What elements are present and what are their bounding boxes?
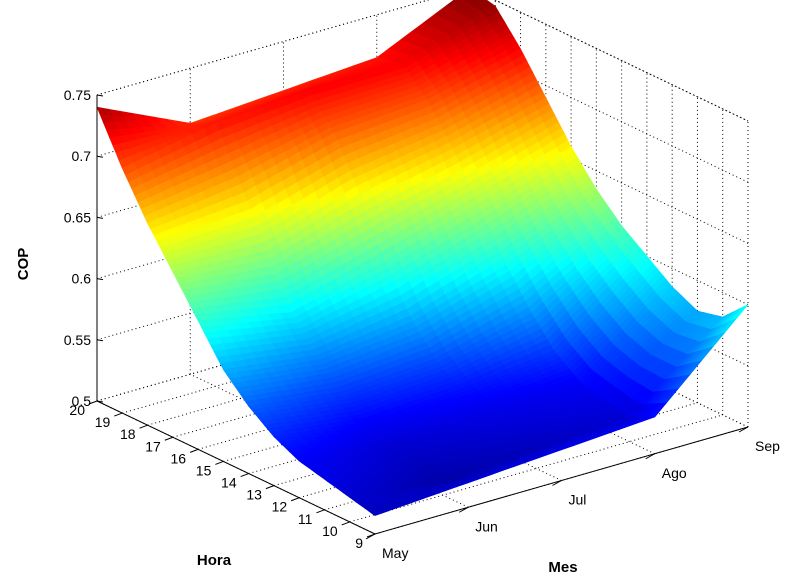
x-tick-label: Ago <box>662 465 687 481</box>
z-tick <box>96 339 104 342</box>
surface-patch <box>96 106 113 117</box>
y-tick-label: 11 <box>298 511 313 527</box>
y-tick <box>189 448 199 453</box>
y-tick <box>215 460 224 465</box>
x-tick <box>738 426 749 433</box>
y-tick <box>341 521 350 526</box>
y-tick <box>114 412 123 417</box>
x-tick-label: Jun <box>475 518 498 534</box>
y-tick <box>88 400 98 405</box>
y-tick-label: 14 <box>221 475 237 491</box>
y-tick <box>316 509 325 514</box>
z-tick-label: 0.65 <box>64 209 91 225</box>
z-tick <box>96 216 104 219</box>
x-tick <box>459 506 469 513</box>
y-tick-label: 17 <box>145 438 161 454</box>
grid-line <box>96 171 471 280</box>
surface <box>96 0 749 516</box>
y-axis <box>96 400 376 535</box>
y-tick <box>139 424 148 429</box>
grid-line <box>96 293 471 402</box>
box-edge <box>96 0 430 96</box>
y-tick-label: 12 <box>272 499 288 515</box>
y-tick-label: 13 <box>246 487 262 503</box>
grid-line <box>172 329 546 438</box>
z-axis-label: COP <box>15 248 32 281</box>
y-tick <box>265 485 275 490</box>
z-tick <box>96 94 104 97</box>
surface-patch <box>371 509 388 516</box>
x-tick <box>645 453 655 460</box>
grid-line <box>197 341 572 450</box>
y-tick <box>164 436 173 441</box>
y-tick-label: 18 <box>120 426 136 442</box>
grid-line <box>493 0 749 122</box>
tick-labels: 0.5 0.55 0.6 0.65 0.7 0.75 9 10 11 12 13 14 15 16 17 18… <box>64 87 780 561</box>
z-tick <box>96 155 104 158</box>
grid-line <box>349 414 723 523</box>
y-tick <box>291 497 300 502</box>
z-tick <box>96 278 104 281</box>
y-tick-label: 20 <box>69 402 85 418</box>
grid-line <box>190 373 469 508</box>
grid-line <box>96 232 471 341</box>
grid-line <box>147 317 521 426</box>
z-tick <box>96 400 104 403</box>
x-tick <box>552 480 562 486</box>
z-tick-label: 0.75 <box>64 87 91 103</box>
y-tick-label: 19 <box>95 414 111 430</box>
y-tick-label: 10 <box>322 523 338 539</box>
z-tick-label: 0.7 <box>72 148 92 164</box>
x-tick-label: Sep <box>755 438 780 454</box>
x-tick-label: Jul <box>569 492 587 508</box>
y-tick-label: 16 <box>171 450 187 466</box>
box-edge <box>493 0 749 122</box>
grid-line <box>122 305 496 414</box>
x-tick-label: May <box>382 545 408 561</box>
z-tick-label: 0.5 <box>72 393 92 409</box>
y-tick-label: 9 <box>355 535 363 551</box>
z-tick-label: 0.6 <box>72 271 92 287</box>
z-tick-label: 0.55 <box>64 332 91 348</box>
y-axis-label: Hora <box>197 552 232 569</box>
x-tick <box>365 533 376 540</box>
y-tick <box>240 473 249 478</box>
y-tick-label: 15 <box>196 462 212 478</box>
x-axis-label: Mes <box>548 559 577 576</box>
